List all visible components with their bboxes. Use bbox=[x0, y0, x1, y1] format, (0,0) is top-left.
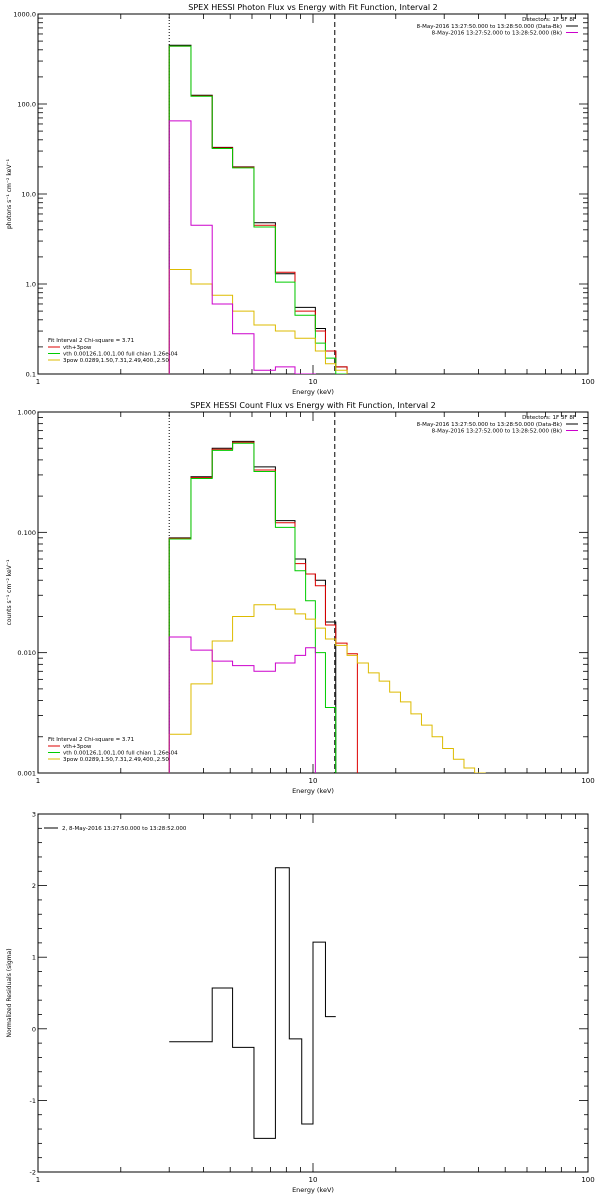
x-tick-label: 100 bbox=[581, 777, 594, 785]
y-tick-label: 0.1 bbox=[26, 371, 36, 379]
legend-entry: 8-May-2016 13:27:50.000 to 13:28:50.000 … bbox=[417, 24, 562, 30]
chart-title: SPEX HESSI Photon Flux vs Energy with Fi… bbox=[188, 3, 438, 12]
legend-entry: 2, 8-May-2016 13:27:50.000 to 13:28:52.0… bbox=[62, 826, 187, 832]
y-tick-label: -1 bbox=[30, 1097, 36, 1105]
x-tick-label: 1 bbox=[36, 378, 40, 386]
legend-entry: 8-May-2016 13:27:52.000 to 13:28:52.000 … bbox=[432, 429, 562, 435]
x-axis-label: Energy (keV) bbox=[292, 388, 334, 396]
x-tick-label: 10 bbox=[309, 378, 318, 386]
y-tick-label: 10.0 bbox=[22, 191, 36, 199]
y-tick-label: 1.000 bbox=[17, 409, 36, 417]
legend-detectors: Detectors: 1F 3F 8F bbox=[522, 17, 576, 23]
chart-panel-3: 1 10 100 -2 -1 0 1 2 3 Energy (keV) Normalized Res… bbox=[6, 811, 595, 1195]
x-axis-label: Energy (keV) bbox=[292, 787, 334, 795]
y-tick-label: -2 bbox=[30, 1169, 36, 1177]
fit-legend-entry: vth+3pow bbox=[63, 744, 92, 750]
legend-detectors: Detectors: 1F 3F 8F bbox=[522, 415, 576, 421]
series-vth bbox=[168, 45, 348, 374]
y-tick-label: 1000.0 bbox=[13, 11, 36, 19]
legend-entry: 8-May-2016 13:27:50.000 to 13:28:50.000 … bbox=[417, 422, 562, 428]
y-tick-label: 0.100 bbox=[17, 529, 36, 537]
y-tick-label: 2 bbox=[32, 882, 36, 890]
series-bk bbox=[168, 636, 316, 773]
y-tick-label: 0.010 bbox=[17, 649, 36, 657]
fit-legend-entry: vth 0.00126,1.00,1.00 full chian 1.26e-0… bbox=[63, 751, 178, 757]
fit-legend-header: Fit Interval 2 Chi-square = 3.71 bbox=[48, 338, 134, 344]
x-tick-label: 1 bbox=[36, 1176, 40, 1184]
y-tick-label: 100.0 bbox=[17, 101, 36, 109]
fit-legend-header: Fit Interval 2 Chi-square = 3.71 bbox=[48, 737, 134, 743]
fit-legend-entry: 3pow 0.0289,1.50,7.31,2.49,400.,2.50 bbox=[63, 757, 169, 763]
x-tick-label: 10 bbox=[309, 1176, 318, 1184]
y-axis-label: photons s⁻¹ cm⁻² keV⁻¹ bbox=[6, 158, 13, 229]
fit-legend-entry: 3pow 0.0289,1.50,7.31,2.49,400.,2.50 bbox=[63, 358, 169, 364]
series-residuals bbox=[169, 867, 336, 1139]
y-tick-label: 1 bbox=[32, 954, 36, 962]
chart-panel-1: 1 10 100 0.1 1.0 10.0 100.0 1000.0 SPEX HESSI Ph… bbox=[6, 3, 595, 396]
x-tick-label: 100 bbox=[581, 378, 594, 386]
series-3pow bbox=[168, 268, 348, 374]
y-axis-label: counts s⁻¹ cm⁻² keV⁻¹ bbox=[6, 559, 13, 625]
x-axis-label: Energy (keV) bbox=[292, 1186, 334, 1194]
x-tick-label: 1 bbox=[36, 777, 40, 785]
y-tick-label: 0.001 bbox=[17, 770, 36, 778]
series-vth bbox=[168, 442, 337, 773]
x-tick-label: 10 bbox=[309, 777, 318, 785]
fit-legend-entry: vth 0.00126,1.00,1.00 full chian 1.26e-0… bbox=[63, 352, 178, 358]
y-tick-label: 0 bbox=[32, 1025, 36, 1033]
series-bk bbox=[168, 120, 316, 374]
fit-legend-entry: vth+3pow bbox=[63, 345, 92, 351]
legend-entry: 8-May-2016 13:27:52.000 to 13:28:52.000 … bbox=[432, 31, 562, 37]
y-axis-label: Normalized Residuals (sigma) bbox=[6, 948, 13, 1037]
chart-panel-2: 1 10 100 0.001 0.010 0.100 1.000 SPEX HESSI Cou… bbox=[6, 401, 595, 795]
x-tick-label: 100 bbox=[581, 1176, 594, 1184]
chart-title: SPEX HESSI Count Flux vs Energy with Fit… bbox=[190, 401, 435, 410]
series-3pow bbox=[168, 604, 486, 773]
y-tick-label: 1.0 bbox=[26, 281, 36, 289]
y-tick-label: 3 bbox=[32, 811, 36, 819]
